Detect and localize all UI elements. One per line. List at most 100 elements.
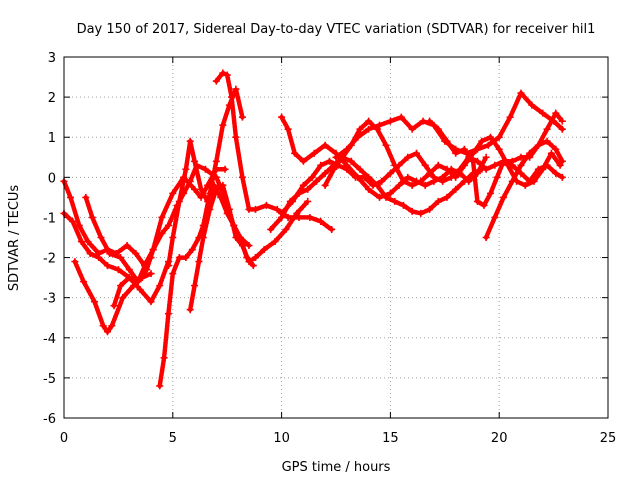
data-point — [500, 193, 508, 201]
data-point — [164, 310, 172, 318]
data-point — [90, 298, 98, 306]
data-point — [408, 125, 416, 133]
data-point — [356, 165, 364, 173]
data-point — [413, 149, 421, 157]
data-point — [325, 157, 333, 165]
data-point — [312, 177, 320, 185]
data-point — [552, 169, 560, 177]
data-point — [251, 254, 259, 262]
data-point — [430, 177, 438, 185]
data-point — [469, 157, 477, 165]
data-point — [521, 181, 529, 189]
data-point — [452, 173, 460, 181]
data-series — [60, 209, 172, 306]
data-point — [108, 322, 116, 330]
data-point — [556, 161, 564, 169]
data-point — [356, 125, 364, 133]
data-point — [347, 157, 355, 165]
data-point — [495, 145, 503, 153]
y-tick-label: -3 — [43, 292, 56, 307]
data-point — [343, 145, 351, 153]
data-point — [106, 250, 114, 258]
data-point — [245, 258, 253, 266]
data-point — [284, 125, 292, 133]
data-point — [376, 121, 384, 129]
data-series — [482, 109, 566, 241]
data-point — [225, 205, 233, 213]
data-point — [482, 165, 490, 173]
data-point — [391, 161, 399, 169]
data-point — [251, 205, 259, 213]
data-point — [404, 173, 412, 181]
data-point — [186, 137, 194, 145]
x-tick-label: 15 — [382, 431, 399, 446]
data-point — [232, 234, 240, 241]
x-tick-label: 20 — [491, 431, 508, 446]
data-point — [443, 193, 451, 201]
data-point — [460, 161, 468, 169]
data-point — [149, 246, 157, 254]
plot-frame — [63, 56, 609, 419]
data-point — [330, 165, 338, 173]
data-point — [69, 217, 77, 225]
data-point — [206, 205, 214, 213]
data-point — [426, 117, 434, 125]
data-point — [99, 322, 107, 330]
y-tick-label: 3 — [48, 51, 56, 66]
data-point — [543, 125, 551, 133]
data-point — [238, 173, 246, 181]
data-point — [110, 302, 118, 310]
data-point — [119, 294, 127, 302]
data-point — [260, 246, 268, 254]
data-point — [434, 125, 442, 133]
data-point — [147, 270, 155, 278]
data-point — [328, 225, 336, 233]
data-point — [478, 137, 486, 145]
data-series — [278, 113, 490, 201]
data-point — [528, 101, 536, 109]
data-point — [134, 278, 142, 286]
data-point — [164, 221, 172, 229]
data-point — [317, 217, 325, 225]
data-point — [182, 254, 190, 262]
data-point — [245, 205, 253, 213]
data-point — [386, 117, 394, 125]
series-line — [61, 211, 171, 304]
data-point — [434, 197, 442, 205]
data-point — [267, 225, 275, 233]
data-point — [304, 197, 312, 205]
data-point — [299, 157, 307, 165]
series-group — [60, 69, 566, 390]
data-point — [508, 177, 516, 185]
data-point — [104, 328, 112, 336]
data-point — [386, 189, 394, 197]
data-point — [191, 157, 199, 165]
data-point — [306, 213, 314, 221]
y-tick-label: -2 — [43, 252, 56, 267]
data-point — [238, 242, 246, 250]
data-point — [291, 149, 299, 157]
x-tick-label: 5 — [169, 431, 177, 446]
data-point — [491, 213, 499, 221]
data-point — [543, 161, 551, 169]
data-point — [343, 161, 351, 169]
data-point — [495, 133, 503, 141]
data-point — [534, 165, 542, 173]
data-point — [543, 137, 551, 145]
data-point — [434, 161, 442, 169]
y-tick-label: -1 — [43, 211, 56, 226]
data-point — [421, 161, 429, 169]
data-point — [158, 229, 166, 237]
data-point — [552, 109, 560, 117]
data-point — [321, 169, 329, 177]
data-point — [186, 177, 194, 185]
data-point — [321, 141, 329, 149]
series-line — [322, 118, 563, 188]
data-point — [195, 258, 203, 266]
data-point — [197, 185, 205, 193]
data-point — [284, 213, 292, 221]
data-point — [219, 69, 227, 77]
y-tick-label: 1 — [48, 131, 56, 146]
data-point — [123, 242, 131, 250]
